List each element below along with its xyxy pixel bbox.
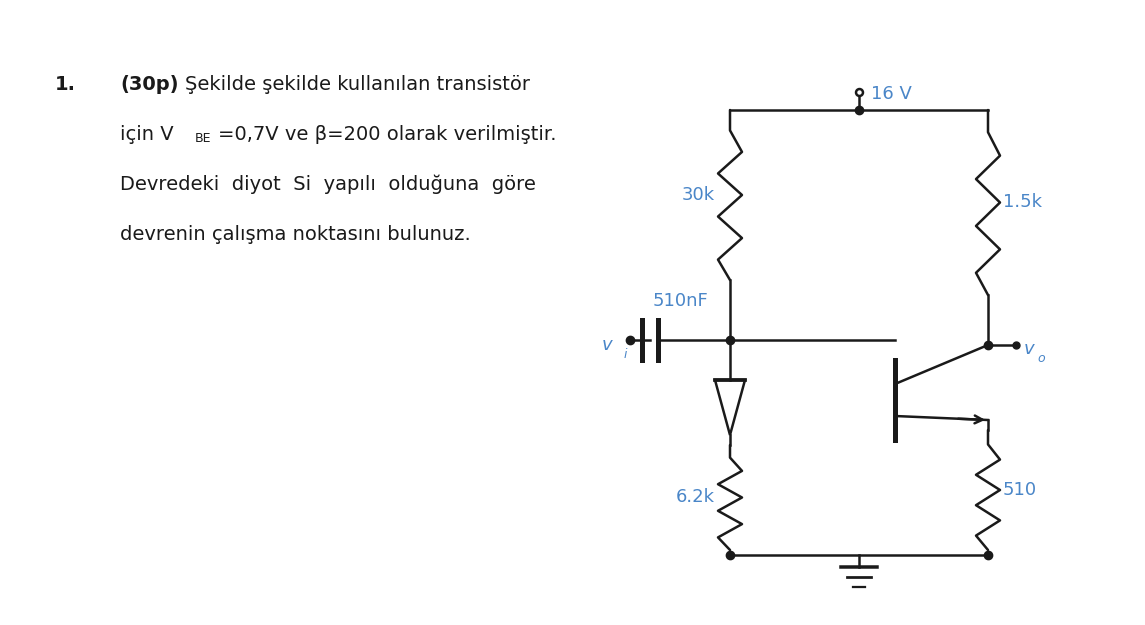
Text: o: o — [1037, 352, 1044, 365]
Text: 1.5k: 1.5k — [1003, 193, 1042, 211]
Text: (30p): (30p) — [120, 75, 179, 94]
Text: Şekilde şekilde kullanılan transistör: Şekilde şekilde kullanılan transistör — [185, 75, 530, 94]
Text: 510: 510 — [1003, 481, 1037, 499]
Text: 510nF: 510nF — [653, 292, 708, 310]
Text: için V: için V — [120, 125, 174, 144]
Text: 16 V: 16 V — [871, 85, 911, 103]
Text: BE: BE — [195, 132, 212, 145]
Text: i: i — [624, 348, 627, 361]
Text: 30k: 30k — [682, 186, 714, 204]
Text: 1.: 1. — [55, 75, 76, 94]
Text: 6.2k: 6.2k — [676, 488, 714, 506]
Text: Devredeki  diyot  Si  yapılı  olduğuna  göre: Devredeki diyot Si yapılı olduğuna göre — [120, 175, 536, 194]
Text: devrenin çalışma noktasını bulunuz.: devrenin çalışma noktasını bulunuz. — [120, 225, 471, 244]
Text: v: v — [601, 336, 611, 354]
Text: =0,7V ve β=200 olarak verilmiştir.: =0,7V ve β=200 olarak verilmiştir. — [218, 125, 556, 144]
Text: v: v — [1024, 340, 1035, 358]
